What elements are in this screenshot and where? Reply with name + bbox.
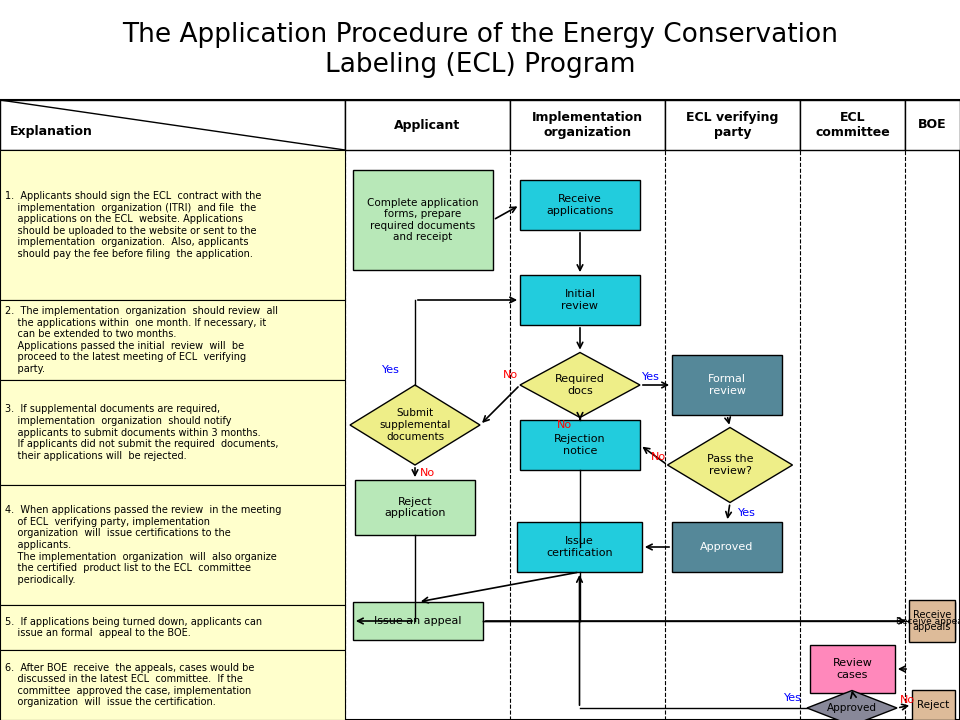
Text: Rejection
notice: Rejection notice xyxy=(554,434,606,456)
FancyBboxPatch shape xyxy=(912,602,955,640)
Polygon shape xyxy=(667,428,793,503)
FancyBboxPatch shape xyxy=(353,170,493,270)
Text: No: No xyxy=(420,468,435,478)
Text: Yes: Yes xyxy=(642,372,660,382)
Text: ECL
committee: ECL committee xyxy=(815,111,890,139)
FancyBboxPatch shape xyxy=(353,602,483,640)
Text: No: No xyxy=(557,420,572,431)
Text: Yes: Yes xyxy=(784,693,802,703)
FancyBboxPatch shape xyxy=(0,380,345,485)
Text: The Application Procedure of the Energy Conservation
Labeling (ECL) Program: The Application Procedure of the Energy … xyxy=(122,22,838,78)
FancyBboxPatch shape xyxy=(0,650,345,720)
Text: 4.  When applications passed the review  in the meeting
    of ECL  verifying pa: 4. When applications passed the review i… xyxy=(5,505,281,585)
Text: Submit
supplemental
documents: Submit supplemental documents xyxy=(379,408,450,441)
Text: Review
cases: Review cases xyxy=(832,658,873,680)
Text: Approved: Approved xyxy=(700,542,754,552)
FancyBboxPatch shape xyxy=(810,645,895,693)
Text: Applicant: Applicant xyxy=(395,119,461,132)
Text: Pass the
review?: Pass the review? xyxy=(707,454,754,476)
Text: Receive appeals: Receive appeals xyxy=(897,616,960,626)
FancyBboxPatch shape xyxy=(672,522,782,572)
FancyBboxPatch shape xyxy=(909,600,955,642)
Text: No: No xyxy=(650,452,665,462)
Text: Receive
appeals: Receive appeals xyxy=(913,611,951,632)
Text: BOE: BOE xyxy=(918,119,947,132)
Text: Explanation: Explanation xyxy=(10,125,93,138)
Text: Implementation
organization: Implementation organization xyxy=(532,111,643,139)
Text: Reject
application: Reject application xyxy=(384,497,445,518)
FancyBboxPatch shape xyxy=(510,100,665,150)
FancyBboxPatch shape xyxy=(0,150,345,300)
Text: 3.  If supplemental documents are required,
    implementation  organization  sh: 3. If supplemental documents are require… xyxy=(5,405,278,461)
FancyBboxPatch shape xyxy=(520,420,640,470)
FancyBboxPatch shape xyxy=(355,480,475,535)
FancyBboxPatch shape xyxy=(517,522,642,572)
Text: Approved: Approved xyxy=(827,703,877,713)
FancyBboxPatch shape xyxy=(0,485,345,605)
Text: Yes: Yes xyxy=(738,508,756,518)
Text: 2.  The implementation  organization  should review  all
    the applications wi: 2. The implementation organization shoul… xyxy=(5,306,278,374)
FancyBboxPatch shape xyxy=(800,100,905,150)
Text: Reject: Reject xyxy=(918,700,949,710)
Text: 1.  Applicants should sign the ECL  contract with the
    implementation  organi: 1. Applicants should sign the ECL contra… xyxy=(5,191,261,259)
FancyBboxPatch shape xyxy=(0,300,345,380)
FancyBboxPatch shape xyxy=(0,100,960,720)
Text: Required
docs: Required docs xyxy=(555,374,605,396)
Text: Issue an appeal: Issue an appeal xyxy=(374,616,462,626)
Text: Issue
certification: Issue certification xyxy=(546,536,612,558)
Text: 5.  If applications being turned down, applicants can
    issue an formal  appea: 5. If applications being turned down, ap… xyxy=(5,617,262,639)
FancyBboxPatch shape xyxy=(912,690,955,720)
FancyBboxPatch shape xyxy=(0,605,345,650)
Text: Yes: Yes xyxy=(382,365,400,375)
Text: ECL verifying
party: ECL verifying party xyxy=(686,111,779,139)
Text: Receive
applications: Receive applications xyxy=(546,194,613,216)
Text: 6.  After BOE  receive  the appeals, cases would be
    discussed in the latest : 6. After BOE receive the appeals, cases … xyxy=(5,662,254,707)
FancyBboxPatch shape xyxy=(0,100,345,150)
FancyBboxPatch shape xyxy=(520,275,640,325)
Polygon shape xyxy=(350,385,480,465)
FancyBboxPatch shape xyxy=(672,355,782,415)
Text: No: No xyxy=(503,370,518,380)
Text: Initial
review: Initial review xyxy=(562,289,598,311)
Text: No: No xyxy=(900,695,915,705)
Polygon shape xyxy=(520,353,640,418)
FancyBboxPatch shape xyxy=(520,180,640,230)
FancyBboxPatch shape xyxy=(905,100,960,150)
FancyBboxPatch shape xyxy=(345,100,510,150)
Text: Formal
review: Formal review xyxy=(708,374,746,396)
FancyBboxPatch shape xyxy=(665,100,800,150)
Text: Complete application
forms, prepare
required documents
and receipt: Complete application forms, prepare requ… xyxy=(368,197,479,243)
Polygon shape xyxy=(807,690,897,720)
